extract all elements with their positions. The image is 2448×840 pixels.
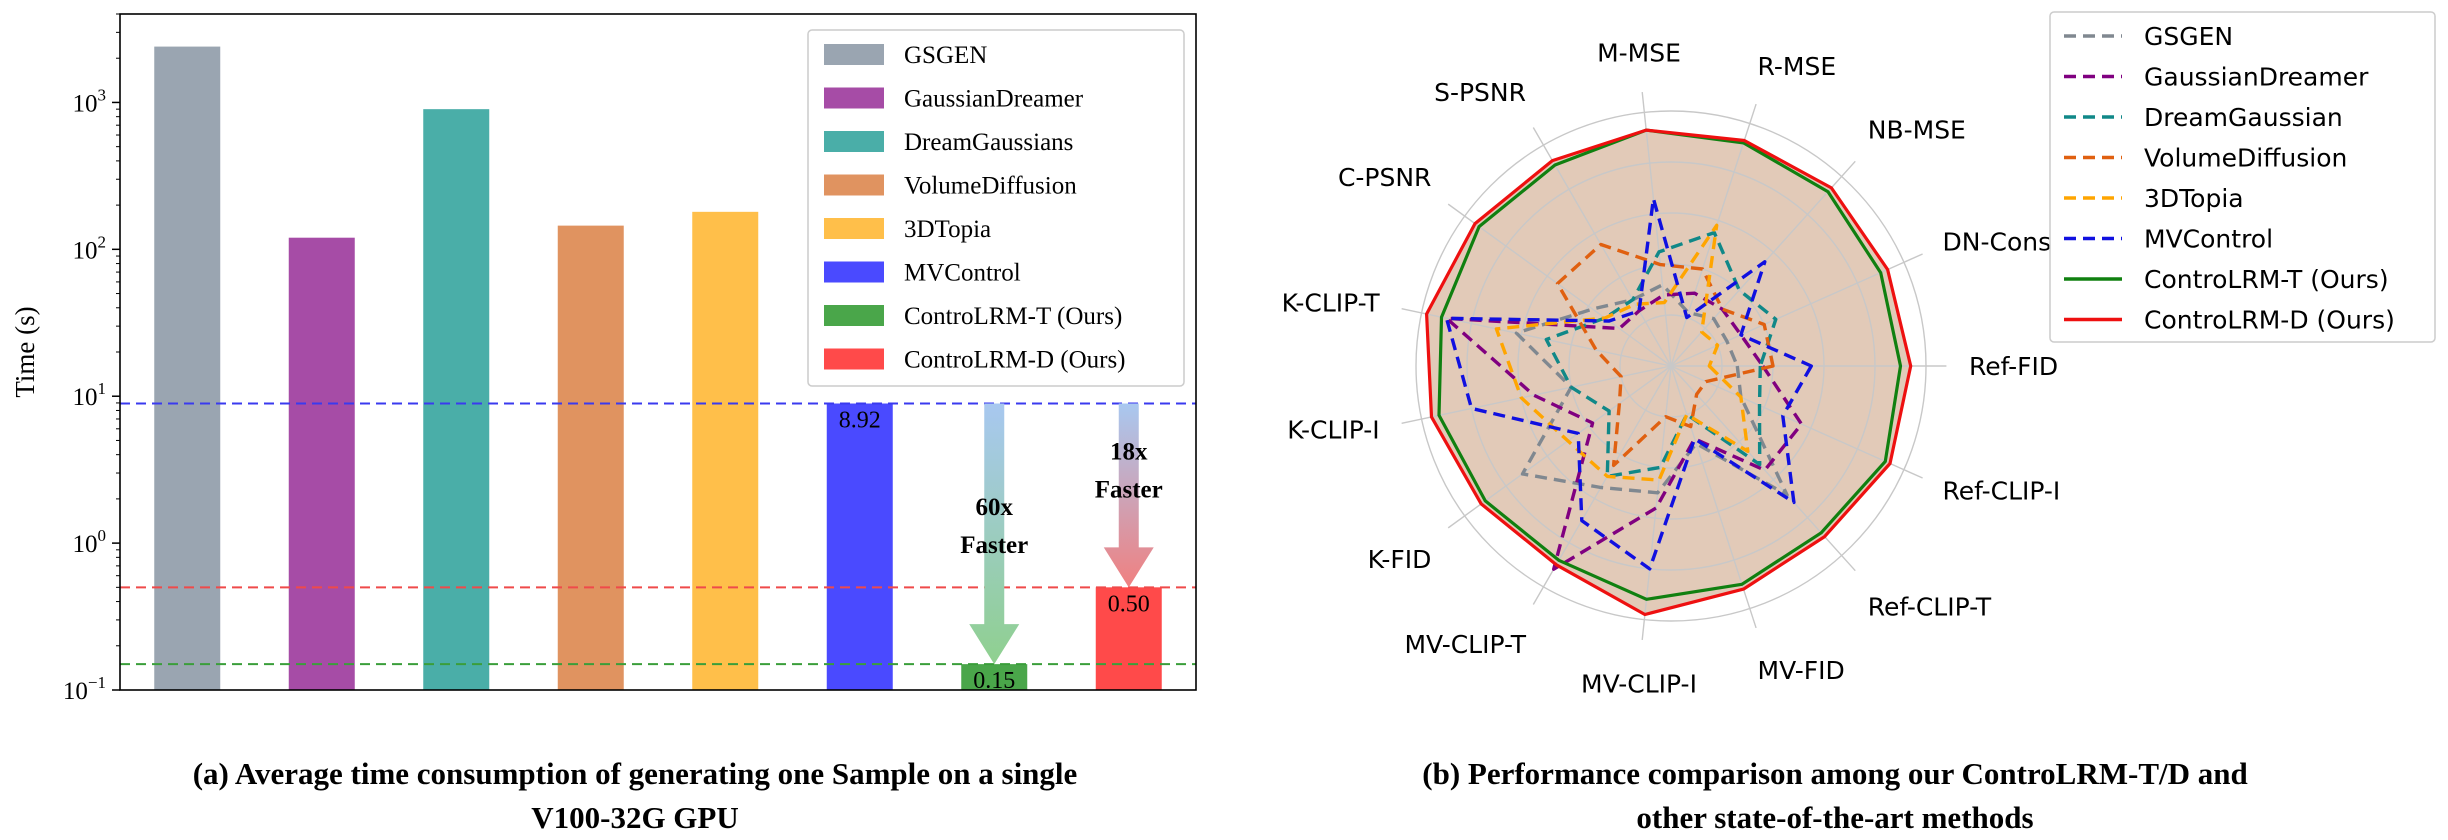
legend-swatch-controlrm-t-ours [824,305,884,326]
radar-legend-label-gaussiandreamer: GaussianDreamer [2144,63,2369,92]
legend-swatch-volumediffusion [824,174,884,196]
radar-axis-label-c-psnr: C-PSNR [1338,163,1432,192]
legend-swatch-gaussiandreamer [824,87,884,109]
radar-spoke-mv-clip-i [1641,365,1672,640]
radar-spoke-ref-clip-i [1670,365,1923,479]
radar-spoke-s-psnr [1532,127,1672,367]
radar-axis-label-k-fid: K-FID [1368,545,1432,574]
y-tick-label-0: 10−1 [63,673,106,705]
radar-series-gaussiandreamer [1444,291,1804,571]
speedup-arrow-0 [969,403,1020,665]
radar-spoke-m-mse [1641,92,1672,367]
speedup-arrow-1 [1103,403,1154,588]
legend-label-3dtopia: 3DTopia [904,216,991,243]
radar-legend-box [2049,11,2436,343]
caption-a-line2: V100-32G GPU [531,800,739,835]
legend-swatch-mvcontrol [824,261,884,283]
radar-legend-label-gsgen: GSGEN [2144,22,2233,51]
radar-axis-label-mv-clip-t: MV-CLIP-T [1404,630,1526,659]
radar-legend-label-3dtopia: 3DTopia [2144,184,2244,213]
legend-label-gsgen: GSGEN [904,42,987,69]
radar-series-gsgen [1514,283,1789,497]
radar-axis-label-r-mse: R-MSE [1758,52,1837,81]
radar-series-mvcontrol [1444,196,1814,571]
legend-swatch-3dtopia [824,218,884,239]
bar-gaussiandreamer [288,237,355,691]
bar-mvcontrol [826,403,893,690]
bar-chart: 60xFaster18xFaster8.920.150.5010−1100101… [10,13,1197,705]
caption-b: (b) Performance comparison among our Con… [1230,752,2440,840]
legend-label-gaussiandreamer: GaussianDreamer [904,86,1084,113]
radar-axis-label-ref-clip-i: Ref-CLIP-I [1943,476,2061,505]
radar-axis-label-s-psnr: S-PSNR [1434,78,1526,107]
radar-legend-label-controlrm-t-ours: ControLRM-T (Ours) [2144,265,2389,294]
radar-series-volumediffusion [1555,242,1775,468]
radar-axis-label-ref-fid: Ref-FID [1969,352,2058,381]
y-tick-label-1: 100 [73,526,107,558]
radar-axis-label-mv-fid: MV-FID [1758,656,1845,685]
radar-axis-label-ref-clip-t: Ref-CLIP-T [1868,592,1992,621]
speedup-label-1-1: Faster [1095,477,1163,504]
radar-legend-label-mvcontrol: MVControl [2144,225,2273,254]
radar-axis-label-k-clip-t: K-CLIP-T [1282,288,1381,317]
radar-axis-label-mv-clip-i: MV-CLIP-I [1581,669,1697,698]
bar-controlrm-d-ours [1095,587,1162,690]
radar-axis-label-k-clip-i: K-CLIP-I [1287,416,1379,445]
radar-legend-label-dreamgaussian: DreamGaussian [2144,103,2343,132]
legend-label-volumediffusion: VolumeDiffusion [904,173,1077,200]
speedup-label-0-0: 60x [976,494,1014,521]
caption-b-line2: other state-of-the-art methods [1636,800,2034,835]
radar-spoke-c-psnr [1447,203,1672,367]
speedup-label-0-1: Faster [960,532,1028,559]
radar-legend-label-controlrm-d-ours: ControLRM-D (Ours) [2144,306,2395,335]
data-label-mvcontrol: 8.92 [839,408,881,434]
bar-gsgen [154,46,221,691]
y-tick-label-2: 101 [73,379,107,411]
radar-series-3dtopia [1494,223,1750,482]
radar-series-dreamgaussian [1544,230,1778,479]
y-tick-label-3: 102 [73,232,107,264]
legend-box [807,29,1185,387]
data-label-controlrm-d-ours: 0.50 [1108,591,1150,617]
radar-legend-label-volumediffusion: VolumeDiffusion [2144,144,2347,173]
radar-spoke-k-clip-t [1401,308,1672,367]
caption-b-line1: (b) Performance comparison among our Con… [1422,756,2248,791]
radar-fill-area [1426,130,1911,615]
legend-swatch-dreamgaussians [824,131,884,152]
caption-a: (a) Average time consumption of generati… [40,752,1230,840]
legend-swatch-gsgen [824,44,884,65]
speedup-label-1-0: 18x [1110,439,1148,466]
caption-a-line1: (a) Average time consumption of generati… [192,756,1078,791]
bar-3dtopia [692,211,759,690]
radar-series-controlrm-t-ours [1437,128,1903,601]
radar-axis-label-m-mse: M-MSE [1597,39,1681,68]
legend-label-mvcontrol: MVControl [904,260,1021,287]
y-axis-label: Time (s) [10,306,40,397]
legend-label-controlrm-d-ours: ControLRM-D (Ours) [904,347,1126,374]
legend-swatch-controlrm-d-ours [824,348,884,370]
radar-chart: Ref-FID Ref-CLIP-I Ref-CLIP-T MV-FID MV-CLIP… [1282,11,2436,698]
y-tick-label-4: 103 [73,85,107,117]
bar-volumediffusion [557,225,624,690]
radar-series-controlrm-d-ours [1424,128,1913,617]
bar-controlrm-t-ours [961,664,1028,690]
legend-label-controlrm-t-ours: ControLRM-T (Ours) [904,303,1122,330]
radar-axis-label-nb-mse: NB-MSE [1868,116,1966,145]
bar-dreamgaussians [423,109,490,690]
legend-label-dreamgaussians: DreamGaussians [904,129,1073,156]
